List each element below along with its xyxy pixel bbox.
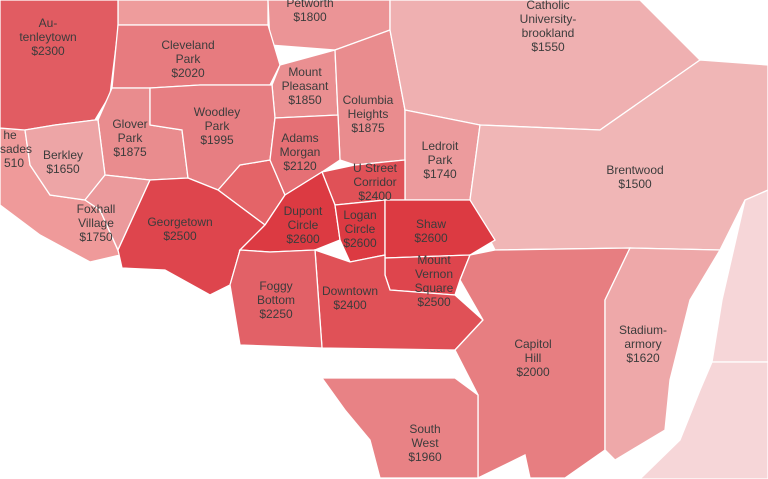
region-name: Cleveland	[161, 38, 214, 52]
region-value: $2020	[171, 66, 205, 80]
outside-area	[639, 361, 768, 479]
partial-label: he	[3, 128, 17, 142]
region-name: Brentwood	[606, 163, 663, 177]
region-value: $2120	[283, 159, 317, 173]
region-value: $2300	[31, 44, 65, 58]
region-value: $1850	[288, 93, 322, 107]
region-name: Berkley	[43, 148, 83, 162]
region	[229, 249, 323, 349]
region-value: $2400	[358, 189, 392, 203]
region-value: $1550	[531, 40, 565, 54]
region-name: Logan	[343, 208, 376, 222]
region-value: $2600	[286, 232, 320, 246]
region-value: $1875	[351, 121, 385, 135]
region-name: Stadium-	[619, 323, 667, 337]
region-value: $2250	[259, 307, 293, 321]
region	[454, 247, 632, 479]
region-name: Bottom	[257, 293, 295, 307]
partial-label: sades	[0, 142, 32, 156]
region-value: $1875	[113, 145, 147, 159]
region-value: $2500	[417, 295, 451, 309]
region-name: Corridor	[353, 175, 396, 189]
region-value: $2400	[333, 298, 367, 312]
region-name: West	[411, 436, 439, 450]
region-value: $2000	[516, 365, 550, 379]
region-name: Park	[118, 131, 144, 145]
region	[149, 84, 276, 191]
region-name: University-	[520, 12, 577, 26]
region-value: $1960	[408, 450, 442, 464]
region-name: Vernon	[415, 267, 453, 281]
region-name: Downtown	[322, 284, 378, 298]
region-name: Pleasant	[282, 79, 329, 93]
region-name: Woodley	[194, 105, 240, 119]
region-name: Glover	[112, 117, 147, 131]
region-value: $1750	[79, 230, 113, 244]
region-value: $1995	[200, 133, 234, 147]
region-name: Columbia	[343, 93, 394, 107]
region-name: Park	[176, 52, 202, 66]
region-name: tenleytown	[19, 30, 76, 44]
region-name: Village	[78, 216, 114, 230]
region-name: Adams	[281, 131, 318, 145]
region-name: Morgan	[280, 145, 321, 159]
region-name: armory	[624, 337, 661, 351]
region-name: Petworth	[286, 0, 333, 10]
region-name: Capitol	[514, 337, 551, 351]
region-name: Au-	[39, 16, 58, 30]
region-value: $2600	[343, 236, 377, 250]
region-name: Circle	[345, 222, 376, 236]
region	[0, 0, 119, 131]
region-name: South	[409, 422, 440, 436]
region	[320, 377, 479, 479]
region-value: $1800	[293, 10, 327, 24]
region-value: $1500	[618, 177, 652, 191]
region-value: $1650	[46, 162, 80, 176]
region-name: Georgetown	[147, 215, 212, 229]
region-name: Foggy	[259, 279, 292, 293]
region-name: Shaw	[416, 217, 446, 231]
region-name: Circle	[288, 218, 319, 232]
region-name: Heights	[348, 107, 389, 121]
region-value: $2500	[163, 229, 197, 243]
region-name: Mount	[417, 253, 451, 267]
region-value: $1740	[423, 167, 457, 181]
unlabeled-area	[117, 0, 269, 26]
region	[314, 249, 484, 351]
region-name: Mount	[288, 65, 322, 79]
region-name: Ledroit	[422, 139, 459, 153]
region	[604, 247, 722, 461]
region-name: Park	[205, 119, 231, 133]
region-name: Park	[428, 153, 454, 167]
region-name: Square	[415, 281, 454, 295]
region-name: brookland	[522, 26, 575, 40]
region-name: Hill	[525, 351, 542, 365]
region	[384, 199, 496, 259]
region-name: Catholic	[526, 0, 569, 12]
region-name: Dupont	[284, 204, 323, 218]
region-name: Foxhall	[77, 202, 116, 216]
region-value: $1620	[626, 351, 660, 365]
region-name: U Street	[353, 161, 398, 175]
partial-label: 510	[4, 156, 24, 170]
region-value: $2600	[414, 231, 448, 245]
